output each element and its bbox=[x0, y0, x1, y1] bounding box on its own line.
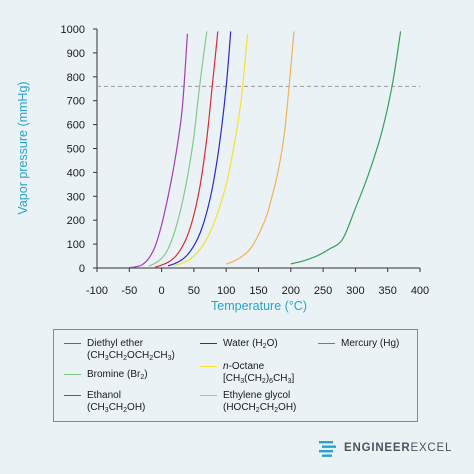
series-line-n-octane bbox=[174, 33, 249, 267]
series-line-mercury bbox=[290, 31, 402, 265]
legend-swatch-water bbox=[200, 343, 217, 344]
y-tick-label: 1000 bbox=[61, 24, 85, 36]
tick-labels: -100 -50 0 50 100 150 200 250 300 350 400 0 100 200 30… bbox=[61, 24, 430, 297]
legend: Diethyl ether (CH3CH2OCH2CH3) Bromine (Br… bbox=[53, 329, 418, 422]
legend-label-diethyl-ether: Diethyl ether bbox=[87, 338, 144, 349]
legend-swatch-n-octane bbox=[200, 366, 217, 367]
x-tick-label: 0 bbox=[159, 285, 165, 297]
brand-bold: ENGINEER bbox=[344, 442, 411, 454]
y-tick-label: 600 bbox=[67, 120, 85, 132]
x-tick-label: 400 bbox=[411, 285, 429, 297]
y-tick-label: 0 bbox=[79, 263, 85, 275]
legend-label-water: Water bbox=[223, 338, 250, 349]
y-tick-label: 300 bbox=[67, 191, 85, 203]
series-line-water bbox=[167, 31, 232, 267]
legend-swatch-diethyl-ether bbox=[64, 343, 81, 344]
series-lines bbox=[129, 31, 402, 269]
legend-swatch-mercury bbox=[318, 343, 335, 344]
y-axis-label: Vapor pressure (mmHg) bbox=[16, 81, 30, 214]
legend-label-ethanol: Ethanol bbox=[87, 390, 121, 401]
x-tick-label: 350 bbox=[379, 285, 397, 297]
y-tick-label: 500 bbox=[67, 144, 85, 156]
brand-light: EXCEL bbox=[410, 442, 453, 454]
legend-label-bromine: Bromine bbox=[87, 369, 125, 380]
x-tick-label: 200 bbox=[282, 285, 300, 297]
series-line-ethanol bbox=[154, 31, 219, 268]
legend-swatch-ethanol bbox=[64, 395, 81, 396]
x-tick-label: -50 bbox=[121, 285, 137, 297]
x-tick-label: 50 bbox=[188, 285, 200, 297]
x-tick-label: 150 bbox=[249, 285, 267, 297]
legend-formula-diethyl-ether: (CH3CH2OCH2CH3) bbox=[87, 349, 175, 362]
legend-label-ethylene-glycol: Ethylene glycol bbox=[223, 390, 291, 401]
x-tick-label: 100 bbox=[217, 285, 235, 297]
y-tick-label: 700 bbox=[67, 96, 85, 108]
legend-formula-mercury: (Hg) bbox=[379, 338, 400, 349]
legend-label-mercury: Mercury bbox=[341, 338, 378, 349]
logo-icon bbox=[319, 441, 336, 457]
legend-formula-ethylene-glycol: (HOCH2CH2OH) bbox=[223, 401, 297, 414]
legend-label-n-octane: n-Octane bbox=[223, 361, 265, 372]
x-tick-label: -100 bbox=[86, 285, 108, 297]
series-line-ethylene-glycol bbox=[225, 31, 295, 265]
legend-formula-water: (H2O) bbox=[252, 338, 278, 350]
y-tick-label: 100 bbox=[67, 239, 85, 251]
legend-formula-bromine: (Br2) bbox=[127, 369, 148, 381]
y-tick-label: 400 bbox=[67, 167, 85, 179]
legend-formula-n-octane: [CH3(CH2)6CH3] bbox=[223, 372, 295, 385]
series-line-diethyl-ether bbox=[129, 33, 188, 269]
x-axis-label: Temperature (°C) bbox=[211, 299, 307, 313]
legend-swatch-ethylene-glycol bbox=[200, 395, 217, 396]
x-tick-label: 300 bbox=[346, 285, 364, 297]
series-line-bromine bbox=[148, 31, 208, 267]
y-tick-label: 900 bbox=[67, 48, 85, 60]
legend-formula-ethanol: (CH3CH2OH) bbox=[87, 401, 146, 414]
y-tick-label: 200 bbox=[67, 215, 85, 227]
x-tick-label: 250 bbox=[314, 285, 332, 297]
axes bbox=[93, 28, 421, 272]
legend-swatch-bromine bbox=[64, 374, 81, 375]
y-tick-label: 800 bbox=[67, 72, 85, 84]
